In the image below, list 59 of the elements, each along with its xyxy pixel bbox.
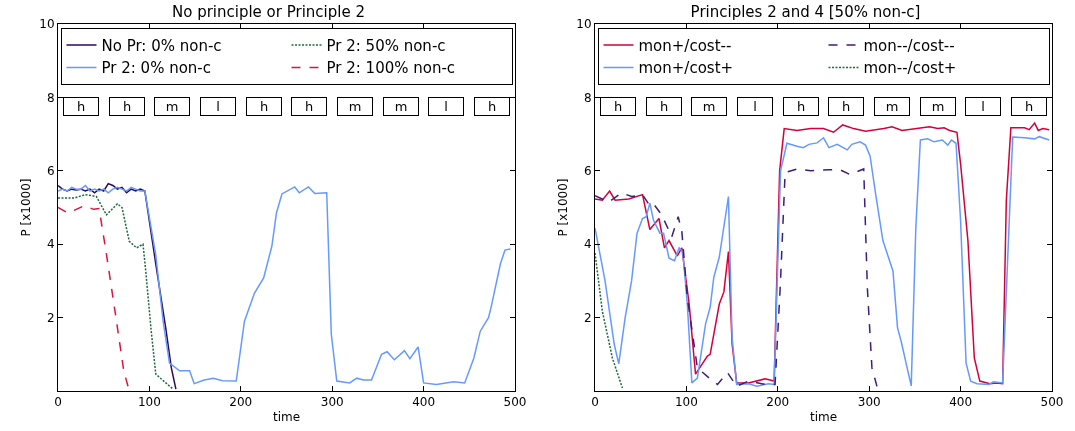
annotation: h [122,99,132,114]
annotation: h [304,99,314,114]
x-tick-label: 200 [766,395,790,410]
y-tick-label: 2 [46,310,55,325]
y-axis-title: P [x1000] [18,178,33,237]
annotation: l [216,99,220,114]
annotation: m [931,99,945,114]
annotation: l [981,99,985,114]
y-tick-label: 6 [583,164,592,178]
annotation: m [348,99,362,114]
annotation: h [659,99,669,114]
x-tick-label: 300 [857,395,881,410]
chart-title: Principles 2 and 4 [50% non-c] [690,2,921,21]
annotation: m [165,99,179,114]
x-tick-label: 500 [1040,395,1064,410]
x-tick-label: 100 [137,395,161,410]
x-tick-label: 0 [54,395,62,410]
legend-label: Pr 2: 100% non-c [326,59,456,78]
x-tick-label: 400 [949,395,973,410]
y-tick-label: 8 [46,90,55,105]
annotation: m [394,99,408,114]
y-tick-label: 8 [583,90,592,105]
annotation: h [487,99,497,114]
annotation: h [76,99,86,114]
legend-label: mon--/cost-- [863,36,955,55]
chart-title: No principle or Principle 2 [171,2,366,21]
annotation: h [841,99,851,114]
y-tick-label: 10 [39,17,55,32]
x-tick-label: 0 [591,395,599,410]
y-tick-label: 2 [583,310,592,325]
x-axis-title: time [809,410,838,425]
annotation: m [885,99,899,114]
annotation: m [702,99,716,114]
annotation: h [1024,99,1034,114]
annotation: l [444,99,448,114]
annotation: h [259,99,269,114]
y-tick-label: 6 [46,164,55,178]
legend-label: Pr 2: 50% non-c [326,36,446,55]
x-tick-label: 400 [412,395,436,410]
y-axis-title: P [x1000] [555,178,570,237]
legend-label: Pr 2: 0% non-c [101,59,211,78]
x-axis-title: time [272,410,301,425]
annotation: h [796,99,806,114]
legend-label: No Pr: 0% non-c [101,36,222,55]
line-series [595,252,624,389]
x-tick-label: 500 [503,395,527,410]
legend-label: mon+/cost-- [638,36,732,55]
x-tick-label: 300 [320,395,344,410]
x-tick-label: 200 [229,395,253,410]
x-tick-label: 100 [674,395,698,410]
annotation: l [753,99,757,114]
y-tick-label: 4 [46,237,55,252]
annotation: h [613,99,623,114]
line-series [595,168,879,389]
y-tick-label: 10 [576,17,592,32]
line-series [58,184,512,386]
legend-label: mon--/cost+ [863,59,957,78]
y-tick-label: 4 [583,237,592,252]
legend-label: mon+/cost+ [638,59,734,78]
